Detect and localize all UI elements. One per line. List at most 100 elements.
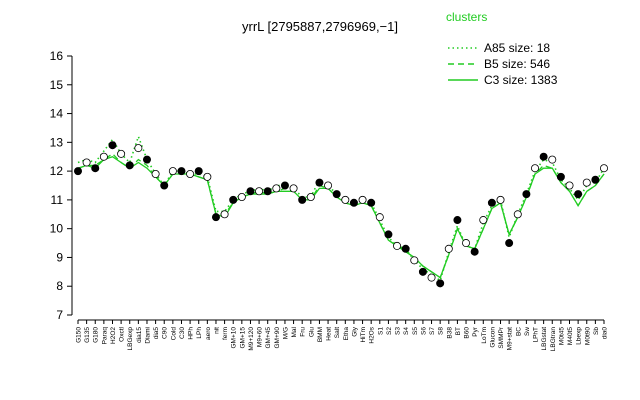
data-point — [289, 184, 298, 193]
x-tick-label: S3 — [395, 327, 402, 335]
data-point — [470, 247, 479, 256]
data-point — [341, 195, 350, 204]
data-point — [444, 244, 453, 253]
x-tick-label: nit — [213, 327, 220, 334]
data-point — [332, 190, 341, 199]
data-point — [600, 164, 609, 173]
x-tick-label: M/G — [282, 327, 289, 339]
x-tick-label: G150 — [76, 327, 83, 343]
legend-label: A85 size: 18 — [484, 41, 550, 55]
x-tick-label: B60 — [464, 327, 471, 339]
data-point — [410, 256, 419, 265]
x-tick-label: M0t45 — [558, 327, 565, 345]
data-point — [358, 195, 367, 204]
x-tick-label: Etha — [343, 327, 350, 341]
x-tick-label: Cold — [170, 327, 177, 341]
x-tick-label: LPhT — [533, 327, 540, 343]
x-tick-label: Mal — [291, 326, 298, 337]
x-tick-label: Salt — [334, 327, 341, 338]
x-tick-label: G180 — [93, 327, 100, 343]
x-tick-label: Pyr — [472, 326, 479, 337]
chart-title: yrrL [2795887,2796969,−1] — [242, 19, 398, 34]
legend-title: clusters — [446, 10, 487, 24]
x-tick-label: ferm — [222, 327, 229, 340]
data-point — [91, 164, 100, 173]
data-point — [168, 167, 177, 176]
data-point — [203, 172, 212, 181]
x-tick-label: GM+15 — [239, 327, 246, 349]
data-point — [496, 195, 505, 204]
data-point — [246, 187, 255, 196]
x-tick-label: SMMPr — [498, 326, 505, 349]
x-tick-label: dia5 — [153, 327, 160, 340]
data-point — [194, 167, 203, 176]
x-tick-label: S4 — [403, 327, 410, 335]
x-tick-label: GM+45 — [265, 327, 272, 349]
x-tick-label: B38 — [446, 327, 453, 339]
data-point — [255, 187, 264, 196]
x-tick-label: BC — [515, 327, 522, 336]
data-point — [315, 178, 324, 187]
x-tick-label: LBGexp — [127, 327, 134, 351]
y-tick-label: 10 — [50, 222, 64, 236]
data-point — [505, 239, 514, 248]
y-tick-label: 7 — [56, 308, 63, 322]
legend-label: B5 size: 546 — [484, 57, 550, 71]
data-point — [280, 181, 289, 190]
y-tick-label: 8 — [56, 279, 63, 293]
data-point — [298, 195, 307, 204]
x-tick-label: LBGtran — [550, 327, 557, 352]
data-point — [582, 178, 591, 187]
data-point — [99, 152, 108, 161]
data-point — [177, 167, 186, 176]
data-point — [513, 210, 522, 219]
x-tick-label: LoTm — [481, 327, 488, 344]
data-point — [220, 210, 229, 219]
x-tick-label: Gly — [351, 326, 358, 337]
x-tick-label: S7 — [429, 327, 436, 335]
x-tick-label: S6 — [420, 327, 427, 335]
data-point — [375, 213, 384, 222]
x-tick-label: M9+stat — [507, 327, 514, 350]
cluster-line — [77, 134, 605, 282]
x-tick-label: GM+90 — [274, 327, 281, 349]
x-tick-label: Paraq — [101, 327, 108, 345]
data-point — [82, 158, 91, 167]
data-point — [74, 167, 83, 176]
data-point — [479, 216, 488, 225]
x-tick-label: aero — [205, 327, 212, 340]
x-tick-label: Glu — [308, 327, 315, 338]
data-point — [211, 213, 220, 222]
data-point — [384, 230, 393, 239]
data-point — [186, 169, 195, 178]
y-tick-label: 11 — [51, 193, 64, 207]
x-tick-label: H2O2 — [110, 327, 117, 344]
x-tick-label: M9+60 — [257, 327, 264, 347]
x-tick-label: Sb — [593, 327, 600, 335]
data-point — [349, 198, 358, 207]
x-tick-label: C90 — [162, 327, 169, 339]
data-point — [453, 216, 462, 225]
data-point — [487, 198, 496, 207]
x-tick-label: BT — [455, 327, 462, 335]
data-point — [418, 267, 427, 276]
data-point — [117, 149, 126, 158]
y-tick-label: 14 — [50, 107, 64, 121]
x-tick-label: Glucon — [489, 327, 496, 348]
data-point — [401, 244, 410, 253]
y-tick-label: 15 — [50, 78, 64, 92]
x-tick-label: M0t90 — [584, 327, 591, 345]
y-tick-label: 12 — [50, 164, 64, 178]
y-tick-label: 13 — [50, 135, 64, 149]
x-tick-label: dia0 — [602, 327, 609, 340]
x-tick-label: Sw — [524, 327, 531, 336]
data-point — [272, 184, 281, 193]
y-tick-label: 16 — [50, 49, 64, 63]
x-tick-label: S1 — [377, 327, 384, 335]
data-point — [393, 241, 402, 250]
data-point — [556, 172, 565, 181]
x-tick-label: M40t5 — [567, 327, 574, 345]
data-point — [142, 155, 151, 164]
